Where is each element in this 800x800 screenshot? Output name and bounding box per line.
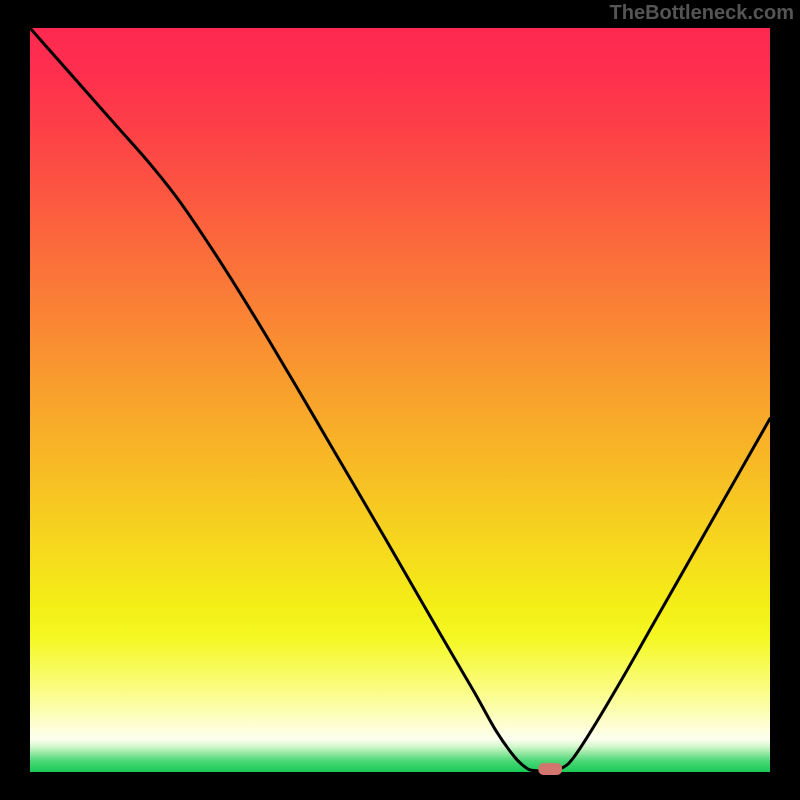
chart-root: TheBottleneck.com: [0, 0, 800, 800]
plot-overlay: [0, 0, 800, 800]
sweet-spot-marker: [538, 763, 562, 775]
watermark-text: TheBottleneck.com: [610, 2, 794, 25]
bottleneck-curve: [30, 28, 770, 771]
